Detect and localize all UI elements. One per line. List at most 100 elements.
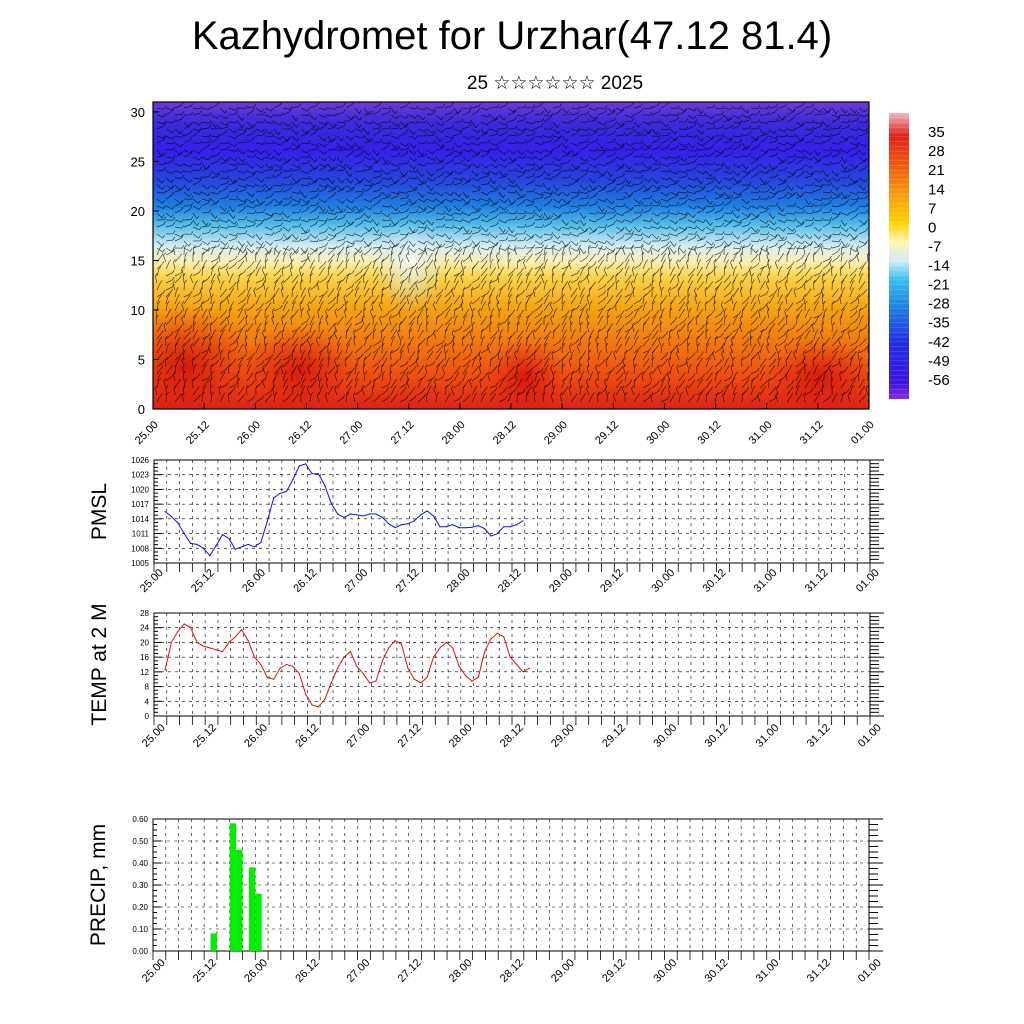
wind-barb: [462, 265, 467, 277]
wind-barb: [732, 392, 737, 403]
series-point: [413, 520, 415, 522]
wind-barb: [696, 205, 706, 211]
series-point: [241, 546, 243, 548]
series-point: [426, 676, 428, 678]
wind-barb: [552, 252, 559, 263]
wind-barb: [624, 146, 635, 151]
wind-barb: [840, 325, 850, 333]
wind-barb: [425, 391, 429, 403]
wind-barb: [192, 242, 202, 249]
wind-barb: [605, 342, 609, 354]
wind-barb: [192, 237, 203, 242]
wind-barb: [192, 244, 196, 256]
wind-barb: [786, 325, 796, 333]
wind-barb: [489, 187, 500, 193]
wind-barb: [201, 197, 211, 202]
wind-barb: [615, 163, 625, 172]
wind-barb: [381, 156, 389, 164]
wind-barb: [633, 345, 642, 354]
wind-barb: [282, 106, 293, 110]
wind-barb: [579, 201, 590, 207]
wind-barb: [507, 226, 515, 234]
wind-barb: [363, 163, 372, 169]
wind-barb: [839, 370, 842, 382]
wind-barb: [165, 259, 172, 270]
wind-barb: [444, 322, 451, 333]
wind-barb: [687, 153, 698, 158]
wind-barb: [336, 252, 341, 263]
series-point: [400, 643, 403, 645]
wind-barb: [552, 162, 562, 167]
wind-barb: [210, 191, 220, 195]
wind-barb: [606, 170, 614, 178]
wind-barb: [417, 374, 427, 382]
wind-barb: [651, 186, 661, 193]
wind-barb: [813, 329, 819, 340]
wind-barb: [318, 156, 328, 162]
wind-barb: [570, 115, 580, 123]
wind-barb: [300, 350, 306, 361]
wind-barb: [462, 135, 472, 140]
wind-barb: [804, 198, 812, 206]
wind-barb: [417, 114, 426, 121]
wind-barb: [219, 381, 229, 389]
wind-barb: [561, 174, 572, 179]
series-point: [484, 651, 486, 653]
wind-barb: [633, 304, 643, 312]
wind-barb: [606, 371, 612, 382]
wind-barb: [795, 371, 802, 382]
wind-barb: [201, 247, 210, 256]
wind-barb: [630, 280, 635, 291]
colorbar-label: -49: [928, 353, 950, 370]
wind-barb: [336, 260, 344, 270]
wind-barb: [201, 173, 212, 179]
wind-barb: [453, 253, 461, 263]
wind-barb: [811, 322, 815, 333]
wind-barb: [525, 210, 536, 214]
wind-barb: [840, 156, 848, 164]
wind-barb: [282, 275, 291, 284]
wind-barb: [839, 293, 843, 305]
wind-barb: [561, 315, 568, 326]
wind-barb: [741, 221, 751, 228]
wind-barb: [850, 111, 860, 116]
wind-barb: [192, 352, 201, 361]
wind-barb: [525, 149, 535, 155]
wind-barb: [819, 329, 824, 340]
wind-barb: [255, 245, 262, 256]
wind-barb: [480, 301, 486, 312]
wind-barb: [246, 219, 256, 223]
wind-barb: [606, 198, 615, 205]
warm-region-2: [485, 338, 565, 409]
wind-barb: [624, 252, 631, 263]
wind-barb: [795, 165, 805, 172]
wind-barb: [507, 287, 513, 298]
wind-barb: [777, 323, 786, 333]
wind-barb: [596, 342, 600, 354]
wind-barb: [543, 190, 553, 195]
wind-barb: [813, 107, 822, 113]
wind-barb: [219, 107, 228, 114]
wind-barb: [389, 279, 393, 291]
wind-barb: [255, 370, 258, 382]
wind-barb: [498, 266, 505, 277]
wind-barb: [345, 186, 355, 193]
wind-barb: [516, 359, 525, 368]
series-point: [266, 520, 268, 522]
wind-barb: [867, 343, 869, 353]
wind-barb: [363, 120, 373, 125]
wind-barb: [622, 357, 626, 368]
wind-barb: [390, 220, 400, 228]
wind-barb: [182, 364, 185, 375]
wind-barb: [561, 182, 572, 187]
wind-barb: [552, 128, 561, 135]
wind-barb: [675, 385, 680, 396]
wind-barb: [408, 142, 417, 149]
wind-barb: [371, 300, 375, 312]
wind-barb: [525, 380, 534, 389]
wind-barb: [228, 166, 239, 172]
wind-barb: [336, 109, 346, 116]
wind-barb: [597, 296, 606, 305]
wind-barb: [246, 323, 254, 333]
wind-barb: [471, 245, 477, 256]
